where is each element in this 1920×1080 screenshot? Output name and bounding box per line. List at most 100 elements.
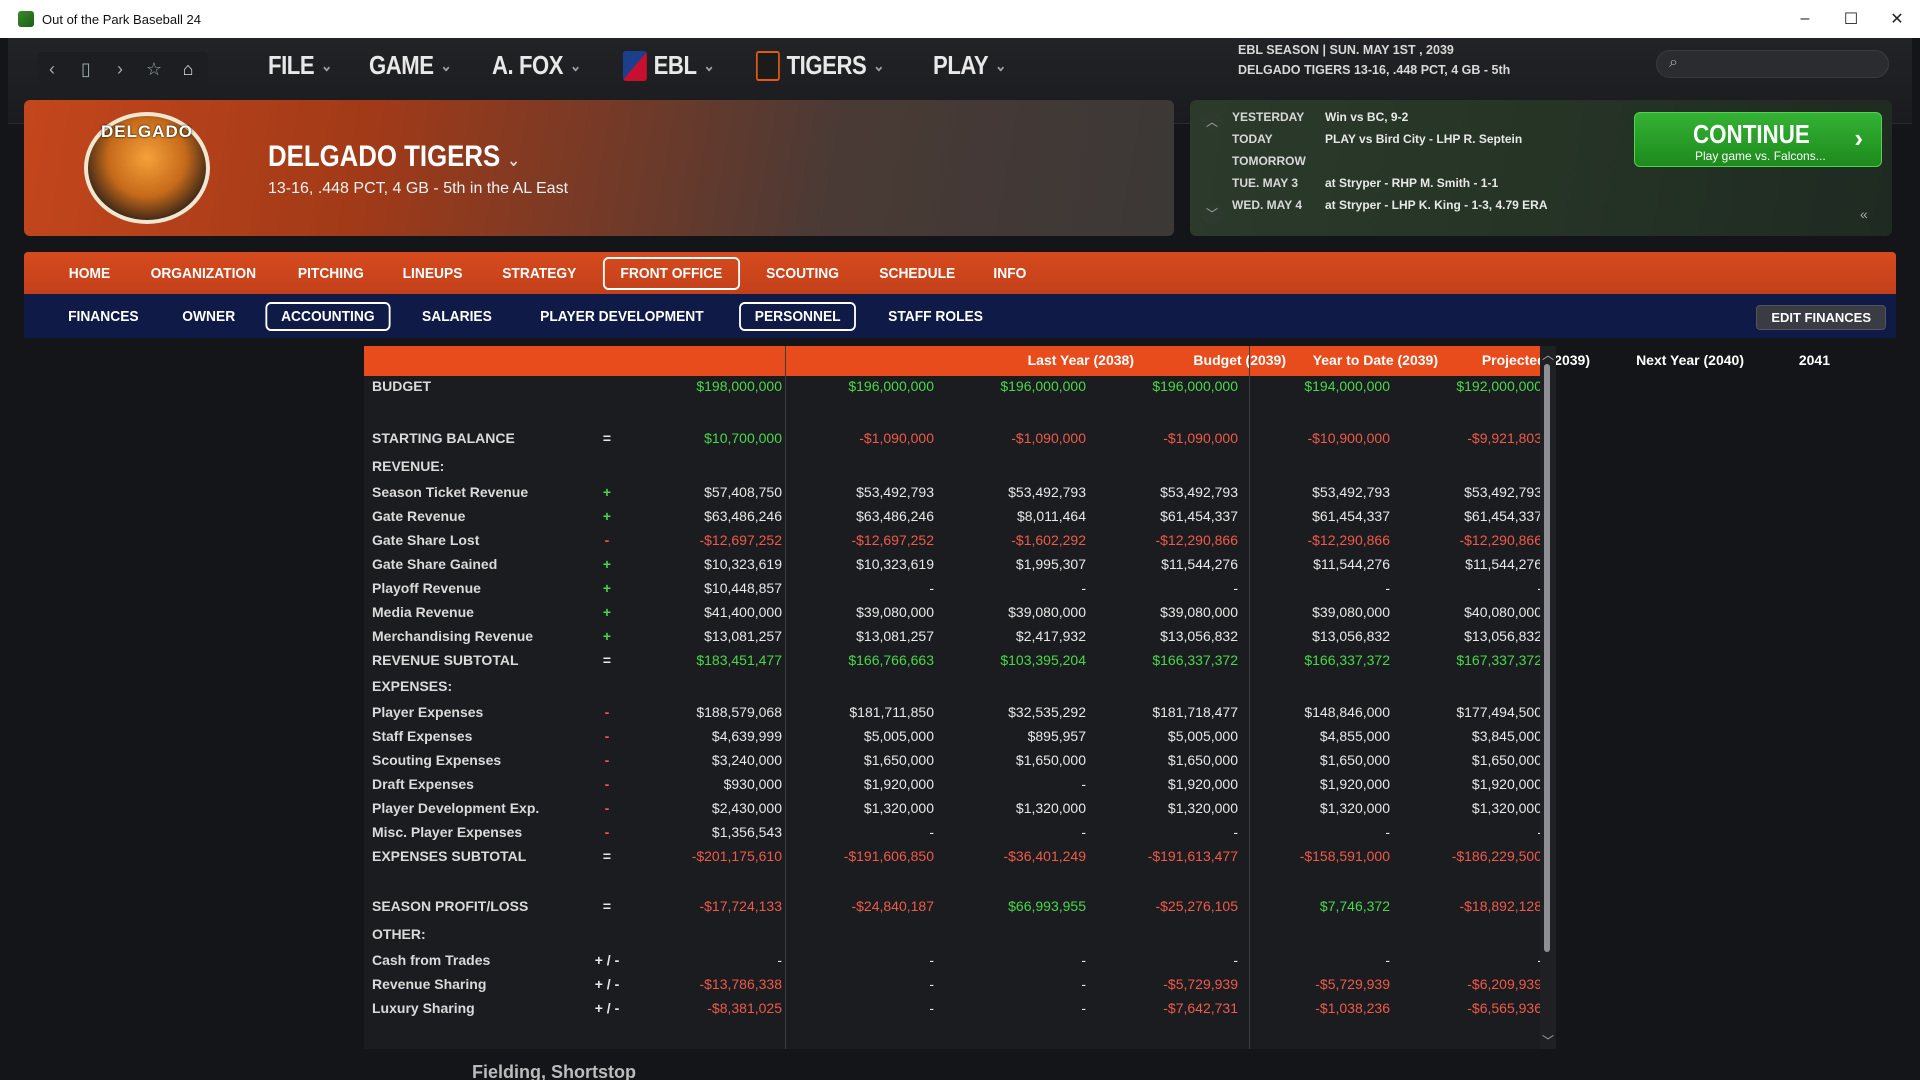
table-cell: $3,240,000 [711,752,782,768]
scroll-thumb[interactable] [1544,364,1550,952]
tab-pitching[interactable]: PITCHING [297,264,364,282]
subtab-owner[interactable]: OWNER [181,307,235,325]
subtab-accounting[interactable]: ACCOUNTING [265,301,391,331]
table-cell: $41,400,000 [704,604,782,620]
menu-file[interactable]: FILE ⌄ [268,50,332,81]
menu-manager-label: A. FOX [492,50,564,80]
table-cell: $13,056,832 [1312,628,1390,644]
table-cell: -$191,613,477 [1147,848,1238,864]
tab-home[interactable]: HOME [68,264,111,282]
table-row: Misc. Player Expenses - $1,356,543 - - - - - [364,820,1542,844]
table-cell: - [929,580,934,596]
table-cell: -$18,892,128 [1459,898,1542,914]
title-bar: Out of the Park Baseball 24 – ☐ ✕ [0,0,1920,38]
column-header: Projected (2039) [1481,352,1590,368]
menu-league[interactable]: EBL ⌄ [622,50,714,81]
menu-manager[interactable]: A. FOX ⌄ [492,50,581,81]
back-icon[interactable]: ‹ [49,58,55,79]
table-cell: $1,650,000 [1015,752,1086,768]
chevron-down-icon[interactable]: ﹀ [1202,204,1222,224]
chevron-up-icon[interactable]: ︿ [1202,112,1222,132]
table-cell: $7,746,372 [1319,898,1390,914]
schedule-row: YESTERDAY Win vs BC, 9-2 [1232,106,1548,128]
column-header: Budget (2039) [1193,352,1286,368]
tab-organization[interactable]: ORGANIZATION [150,264,257,282]
subtab-player-development[interactable]: PLAYER DEVELOPMENT [539,307,704,325]
table-scrollbar[interactable]: ︿ ﹀ [1540,346,1556,1049]
table-row: Scouting Expenses - $3,240,000 $1,650,000 $1… [364,748,1542,772]
close-button[interactable]: ✕ [1890,11,1904,28]
menu-play-label: PLAY [932,50,989,80]
menu-team[interactable]: TIGERS ⌄ [756,50,885,81]
team-name-label: DELGADO TIGERS [268,140,501,173]
collapse-icon[interactable]: « [1860,206,1868,222]
table-cell: $167,337,372 [1456,652,1542,668]
home-icon[interactable]: ⌂ [182,58,194,79]
table-cell: $103,395,204 [1000,652,1086,668]
table-cell: $5,005,000 [863,728,934,744]
table-row: Media Revenue + $41,400,000 $39,080,000 $39,… [364,600,1542,624]
row-operator: - [604,532,610,548]
column-header: 2041 [1798,352,1830,368]
subtab-finances[interactable]: FINANCES [68,307,139,325]
row-operator: + / - [594,976,620,992]
subtab-salaries[interactable]: SALARIES [421,307,492,325]
column-header: Next Year (2040) [1636,352,1744,368]
chevron-down-icon[interactable]: ﹀ [1542,1034,1555,1048]
continue-label: CONTINUE [1693,119,1810,149]
secondary-tabs: FINANCES OWNER ACCOUNTING SALARIES PLAYE… [24,294,1896,338]
continue-sublabel: Play game vs. Falcons... [1695,149,1826,163]
schedule-row: TUE. MAY 3 at Stryper - RHP M. Smith - 1-… [1232,172,1548,194]
menu-team-label: TIGERS [786,50,867,80]
tab-scouting[interactable]: SCOUTING [765,264,839,282]
table-cell: $3,845,000 [1471,728,1542,744]
table-row: Player Development Exp. - $2,430,000 $1,320… [364,796,1542,820]
search-input[interactable]: ⌕ [1656,50,1889,78]
table-cell: $1,920,000 [1319,776,1390,792]
subtab-staff-roles[interactable]: STAFF ROLES [887,307,983,325]
table-cell: $1,320,000 [863,800,934,816]
table-cell: $39,080,000 [1008,604,1086,620]
subtab-personnel[interactable]: PERSONNEL [738,301,856,331]
table-cell: -$12,290,866 [1155,532,1238,548]
table-cell: -$1,090,000 [1163,430,1238,446]
tab-front-office[interactable]: FRONT OFFICE [602,256,740,290]
schedule-row: TODAY PLAY vs Bird City - LHP R. Septein [1232,128,1548,150]
tab-strategy[interactable]: STRATEGY [502,264,577,282]
team-name[interactable]: DELGADO TIGERS ⌄ [268,140,520,174]
maximize-button[interactable]: ☐ [1843,11,1859,28]
row-label: Media Revenue [372,604,474,620]
table-cell: $4,639,999 [711,728,782,744]
table-row: Playoff Revenue + $10,448,857 - - - - - [364,576,1542,600]
table-cell: $183,451,477 [696,652,782,668]
row-operator: - [604,752,610,768]
continue-button[interactable]: CONTINUE Play game vs. Falcons... › [1634,112,1882,167]
tab-lineups[interactable]: LINEUPS [402,264,463,282]
table-cell: - [1233,824,1238,840]
menu-game[interactable]: GAME ⌄ [369,50,452,81]
window-controls: – ☐ ✕ [1782,0,1920,38]
row-label: EXPENSES: [372,678,453,694]
chevron-down-icon: ⌄ [994,57,1006,75]
forward-icon[interactable]: › [117,58,123,79]
table-cell: - [1081,824,1086,840]
table-cell: $181,718,477 [1152,704,1238,720]
edit-finances-button[interactable]: EDIT FINANCES [1756,305,1886,330]
schedule-day: YESTERDAY [1232,110,1305,124]
schedule-text: PLAY vs Bird City - LHP R. Septein [1325,132,1523,146]
chevron-up-icon[interactable]: ︿ [1542,348,1555,362]
star-icon[interactable]: ☆ [145,58,163,79]
row-operator: + [602,604,612,620]
table-row: EXPENSES SUBTOTAL = -$201,175,610 -$191,606… [364,844,1542,868]
table-cell: -$8,381,025 [707,1000,782,1016]
table-cell: -$158,591,000 [1299,848,1390,864]
menu-play[interactable]: PLAY ⌄ [933,50,1006,81]
team-logo: DELGADO [84,112,210,224]
table-cell: -$1,090,000 [859,430,934,446]
tab-schedule[interactable]: SCHEDULE [879,264,956,282]
page-icon[interactable]: ▯ [81,58,91,79]
minimize-button[interactable]: – [1800,10,1810,27]
tab-info[interactable]: INFO [993,264,1027,282]
table-cell: $57,408,750 [704,484,782,500]
